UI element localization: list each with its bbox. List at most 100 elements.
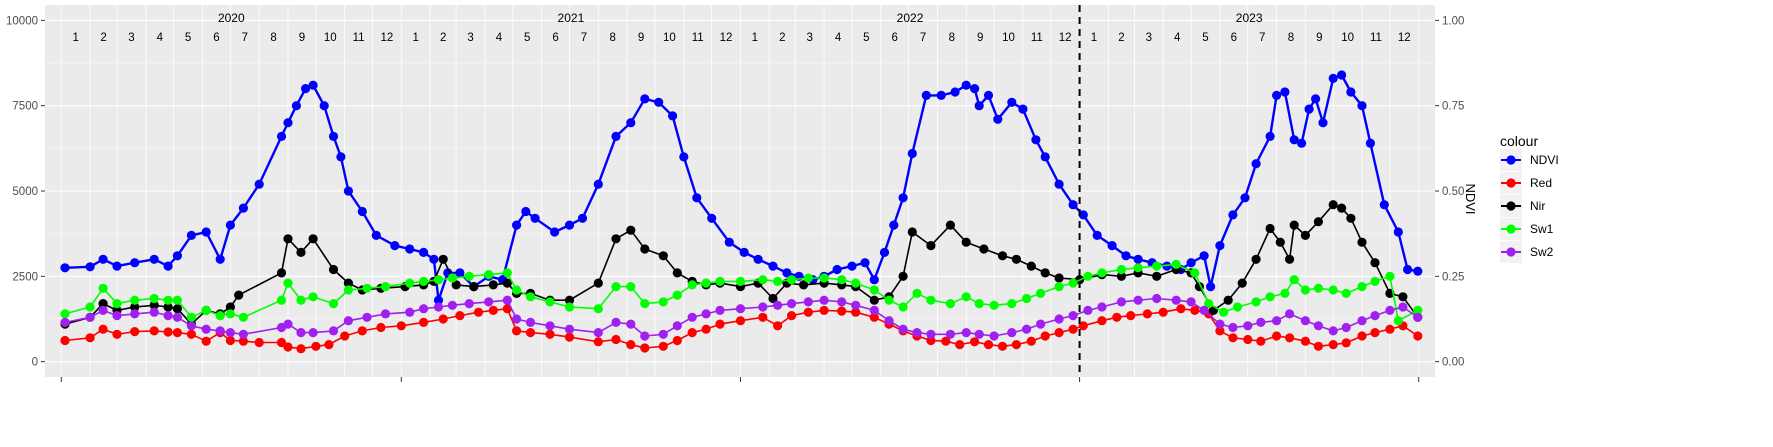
data-point-red: [1142, 309, 1152, 319]
data-point-ndvi: [343, 186, 353, 196]
data-point-red: [593, 337, 603, 347]
data-point-ndvi: [1007, 97, 1017, 107]
data-point-sw2: [1272, 316, 1282, 326]
data-point-red: [1158, 307, 1168, 317]
data-point-sw2: [611, 317, 621, 327]
data-point-ndvi: [308, 80, 318, 90]
data-point-nir: [1054, 273, 1064, 283]
data-point-red: [1078, 321, 1088, 331]
data-point-sw1: [464, 271, 474, 281]
data-point-red: [1176, 304, 1186, 314]
data-point-sw2: [1357, 316, 1367, 326]
data-point-nir: [1313, 217, 1323, 227]
data-point-sw2: [773, 300, 783, 310]
data-point-red: [955, 340, 965, 350]
data-point-sw1: [626, 282, 636, 292]
data-point-nir: [1328, 200, 1338, 210]
left-tick-label: 5000: [12, 186, 38, 198]
data-point-red: [837, 306, 847, 316]
data-point-red: [1068, 324, 1078, 334]
data-point-nir: [1265, 223, 1275, 234]
data-point-nir: [799, 280, 809, 290]
data-point-ndvi: [898, 193, 908, 203]
data-point-ndvi: [163, 261, 173, 271]
month-label: 7: [1259, 32, 1265, 44]
data-point-sw2: [511, 314, 522, 324]
month-label: 11: [353, 32, 365, 44]
data-point-red: [658, 341, 668, 351]
data-point-ndvi: [1054, 179, 1064, 189]
month-label: 7: [920, 32, 926, 44]
data-point-nir: [1223, 295, 1233, 305]
data-point-red: [970, 337, 980, 347]
data-point-ndvi: [1240, 193, 1250, 203]
data-point-nir: [979, 244, 989, 254]
month-label: 9: [1316, 32, 1322, 44]
data-point-nir: [626, 225, 636, 235]
data-point-ndvi: [832, 264, 842, 275]
data-point-sw1: [296, 295, 306, 305]
legend-key-point: [1506, 224, 1516, 234]
data-point-ndvi: [1304, 104, 1314, 114]
data-point-nir: [502, 278, 512, 288]
data-point-sw1: [186, 312, 196, 322]
data-point-ndvi: [1228, 210, 1238, 220]
data-point-sw2: [961, 328, 971, 338]
data-point-ndvi: [889, 220, 899, 230]
data-point-red: [1357, 331, 1367, 341]
data-point-ndvi: [1162, 261, 1172, 271]
data-point-red: [276, 337, 287, 348]
data-point-nir: [1289, 220, 1299, 230]
data-point-sw2: [926, 329, 936, 339]
data-point-sw2: [215, 326, 225, 336]
data-point-sw1: [1097, 268, 1107, 278]
data-point-nir: [907, 227, 917, 237]
legend-label: Sw2: [1530, 245, 1554, 259]
data-point-sw2: [60, 317, 70, 327]
data-point-red: [85, 333, 95, 343]
data-point-sw1: [1370, 276, 1380, 286]
data-point-nir: [98, 299, 108, 309]
month-label: 8: [610, 32, 616, 44]
data-point-sw2: [308, 328, 318, 338]
data-point-red: [1385, 324, 1395, 334]
data-point-sw1: [1116, 264, 1126, 275]
month-label: 5: [863, 32, 869, 44]
data-point-sw2: [502, 295, 512, 305]
data-point-red: [1256, 336, 1266, 346]
month-label: 5: [1202, 32, 1208, 44]
data-point-red: [1328, 340, 1338, 350]
data-point-sw1: [1171, 259, 1181, 269]
data-point-sw2: [225, 328, 235, 338]
data-point-sw1: [502, 268, 512, 278]
data-point-sw1: [640, 299, 650, 309]
data-point-red: [340, 331, 350, 341]
data-point-red: [60, 335, 70, 346]
data-point-red: [1272, 331, 1282, 341]
data-point-sw1: [1413, 305, 1423, 315]
legend-key-point: [1506, 155, 1516, 165]
month-label: 4: [496, 32, 503, 44]
data-point-ndvi: [225, 220, 235, 230]
month-label: 3: [806, 32, 812, 44]
data-point-ndvi: [1413, 266, 1423, 276]
data-point-ndvi: [782, 268, 792, 278]
data-point-sw1: [1007, 299, 1017, 309]
data-point-nir: [1026, 261, 1036, 271]
data-point-sw1: [405, 278, 415, 288]
data-point-nir: [234, 290, 244, 300]
data-point-ndvi: [1272, 90, 1282, 100]
month-label: 6: [552, 32, 558, 44]
data-point-red: [1228, 333, 1238, 343]
data-point-ndvi: [550, 227, 560, 237]
data-point-sw1: [1265, 292, 1275, 302]
data-point-sw2: [701, 309, 711, 319]
month-label: 9: [638, 32, 644, 44]
right-tick-label: 0.00: [1442, 357, 1464, 369]
data-point-nir: [1398, 292, 1408, 302]
data-point-sw1: [98, 283, 108, 293]
data-point-nir: [1251, 254, 1261, 264]
data-point-ndvi: [186, 230, 196, 240]
data-point-sw2: [405, 307, 415, 317]
